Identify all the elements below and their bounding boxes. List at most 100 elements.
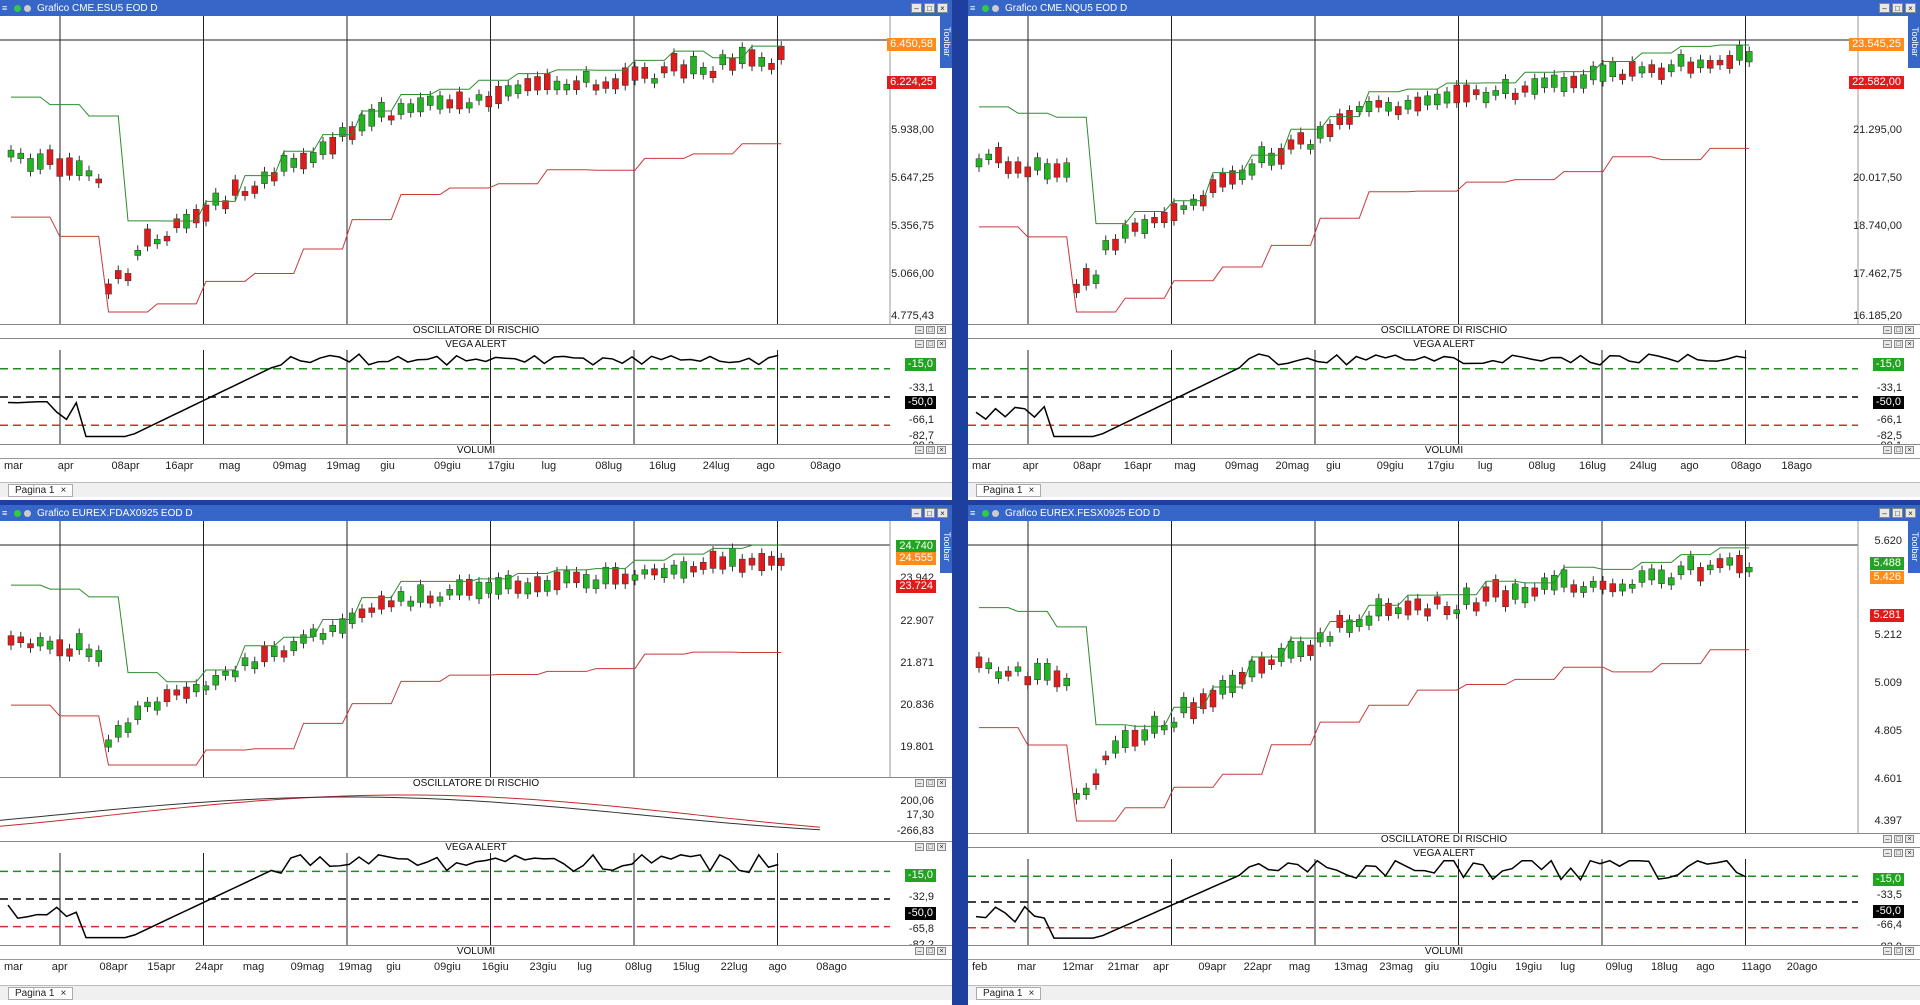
toolbar-side-tab[interactable]: Toolbar (940, 521, 952, 573)
pane-button[interactable]: □ (926, 779, 935, 787)
pane-button[interactable]: □ (1894, 835, 1903, 843)
pane-button[interactable]: – (915, 326, 924, 334)
window-titlebar[interactable]: ≡ Grafico CME.NQU5 EOD D – □ × (968, 0, 1920, 16)
pane-button[interactable]: □ (1894, 947, 1903, 955)
close-button[interactable]: × (937, 508, 948, 518)
pane-button[interactable]: – (915, 779, 924, 787)
pane-button[interactable]: – (1883, 835, 1892, 843)
toolbar-side-tab[interactable]: Toolbar (1908, 521, 1920, 573)
minimize-button[interactable]: – (1879, 3, 1890, 13)
minimize-button[interactable]: – (1879, 508, 1890, 518)
pane-button[interactable]: □ (1894, 326, 1903, 334)
pane-button[interactable]: – (1883, 446, 1892, 454)
pane-button[interactable]: – (915, 340, 924, 348)
candle (709, 546, 717, 574)
toolbar-side-tab[interactable]: Toolbar (1908, 16, 1920, 68)
pane-button[interactable]: × (1905, 947, 1914, 955)
pane-button[interactable]: × (937, 779, 946, 787)
close-button[interactable]: × (1905, 508, 1916, 518)
close-tab-icon[interactable]: × (1028, 485, 1035, 496)
close-button[interactable]: × (937, 3, 948, 13)
pane-button[interactable]: × (937, 843, 946, 851)
pane-button[interactable]: × (1905, 326, 1914, 334)
candle (719, 49, 726, 70)
chart-window-4[interactable]: ≡ Grafico EUREX.FESX0925 EOD D – □ × Toolbar 5… (968, 505, 1920, 1005)
vega-pane[interactable]: -33,5-66,4-82,9-99,4-15,0-50,0 (968, 859, 1908, 945)
maximize-button[interactable]: □ (924, 508, 935, 518)
pane-button[interactable]: × (937, 446, 946, 454)
minimize-button[interactable]: – (911, 508, 922, 518)
price-pane[interactable]: 5.938,00 5.647,25 5.356,75 5.066,00 4.775,43… (0, 16, 940, 324)
pane-button[interactable]: – (1883, 326, 1892, 334)
candle (37, 632, 44, 652)
candle (1112, 234, 1119, 256)
close-tab-icon[interactable]: × (60, 485, 67, 496)
pane-button[interactable]: □ (1894, 849, 1903, 857)
close-tab-icon[interactable]: × (60, 988, 67, 999)
oscillator-pane[interactable]: 200,06 17,30 -266,83 (0, 789, 940, 841)
maximize-button[interactable]: □ (1892, 3, 1903, 13)
pane-button[interactable]: – (1883, 849, 1892, 857)
toolbar-side-tab[interactable]: Toolbar (940, 16, 952, 68)
pane-button[interactable]: □ (926, 340, 935, 348)
vega-pane[interactable]: -33,1 -66,1 -82,7-99,2 -15,0 -50,0 (0, 350, 940, 444)
price-pane[interactable]: 21.295,00 20.017,50 18.740,00 17.462,75 16.1… (968, 16, 1908, 324)
pane-button[interactable]: × (937, 947, 946, 955)
close-button[interactable]: × (1905, 3, 1916, 13)
pane-button[interactable]: □ (926, 843, 935, 851)
candle (1151, 711, 1158, 739)
candle (1083, 263, 1090, 291)
candle (475, 577, 483, 604)
page-tab[interactable]: Pagina 1 × (8, 987, 74, 1000)
window-titlebar[interactable]: ≡ Grafico EUREX.FDAX0925 EOD D – □ × (0, 505, 952, 521)
pane-button[interactable]: × (1905, 446, 1914, 454)
price-axis: 21.295,00 20.017,50 18.740,00 17.462,75 16.1… (1848, 16, 1908, 324)
pane-button[interactable]: × (1905, 835, 1914, 843)
pane-button[interactable]: □ (1894, 340, 1903, 348)
date-tick-label: 20mag (1275, 460, 1310, 472)
price-pane[interactable]: 5.620 5.212 5.009 4.805 4.601 4.397 5.488 5.426… (968, 521, 1908, 833)
pane-button[interactable]: × (1905, 340, 1914, 348)
pane-button[interactable]: □ (926, 446, 935, 454)
pane-button[interactable]: – (915, 843, 924, 851)
chart-window-2[interactable]: ≡ Grafico CME.NQU5 EOD D – □ × Toolbar 21.295,… (968, 0, 1920, 500)
candle (271, 167, 278, 187)
maximize-button[interactable]: □ (924, 3, 935, 13)
menu-icon[interactable]: ≡ (2, 508, 8, 518)
pane-button[interactable]: – (915, 446, 924, 454)
page-tab[interactable]: Pagina 1 × (976, 987, 1042, 1000)
candle (1746, 562, 1753, 577)
minimize-button[interactable]: – (911, 3, 922, 13)
vega-pane[interactable]: -33,1 -66,1 -82,5-99,1 -15,0 -50,0 (968, 350, 1908, 444)
vega-pane[interactable]: -32,9-65,8-82,2-98,7-15,0-50,0 (0, 853, 940, 945)
vega-tick-label: -65,8 (908, 923, 934, 935)
date-axis: feb mar 12mar 21mar apr 09apr 22apr mag 13mag 23m… (968, 959, 1920, 974)
menu-icon[interactable]: ≡ (2, 3, 8, 13)
candle (1258, 651, 1265, 679)
date-tick-label: 16apr (165, 460, 194, 472)
chart-window-3[interactable]: ≡ Grafico EUREX.FDAX0925 EOD D – □ × Toolbar 2… (0, 505, 952, 1005)
menu-icon[interactable]: ≡ (970, 508, 976, 518)
candle (349, 121, 356, 145)
window-titlebar[interactable]: ≡ Grafico EUREX.FESX0925 EOD D – □ × (968, 505, 1920, 521)
pane-button[interactable]: × (937, 326, 946, 334)
candle (397, 98, 405, 120)
pane-button[interactable]: – (915, 947, 924, 955)
upper-band-line (979, 547, 1750, 727)
page-tab[interactable]: Pagina 1 × (976, 484, 1042, 497)
pane-button[interactable]: □ (1894, 446, 1903, 454)
pane-button[interactable]: □ (926, 326, 935, 334)
pane-button[interactable]: × (937, 340, 946, 348)
pane-button[interactable]: □ (926, 947, 935, 955)
window-titlebar[interactable]: ≡ Grafico CME.ESU5 EOD D – □ × (0, 0, 952, 16)
price-pane[interactable]: 23.94222.90721.87120.83619.80118.76524.7… (0, 521, 940, 777)
pane-button[interactable]: – (1883, 340, 1892, 348)
close-tab-icon[interactable]: × (1028, 988, 1035, 999)
chart-window-1[interactable]: ≡ Grafico CME.ESU5 EOD D – □ × Toolbar 5.938,0… (0, 0, 952, 500)
pane-button[interactable]: × (1905, 849, 1914, 857)
pane-button[interactable]: – (1883, 947, 1892, 955)
page-tab[interactable]: Pagina 1 × (8, 484, 74, 497)
maximize-button[interactable]: □ (1892, 508, 1903, 518)
volume-title: VOLUMI (1424, 946, 1464, 957)
menu-icon[interactable]: ≡ (970, 3, 976, 13)
